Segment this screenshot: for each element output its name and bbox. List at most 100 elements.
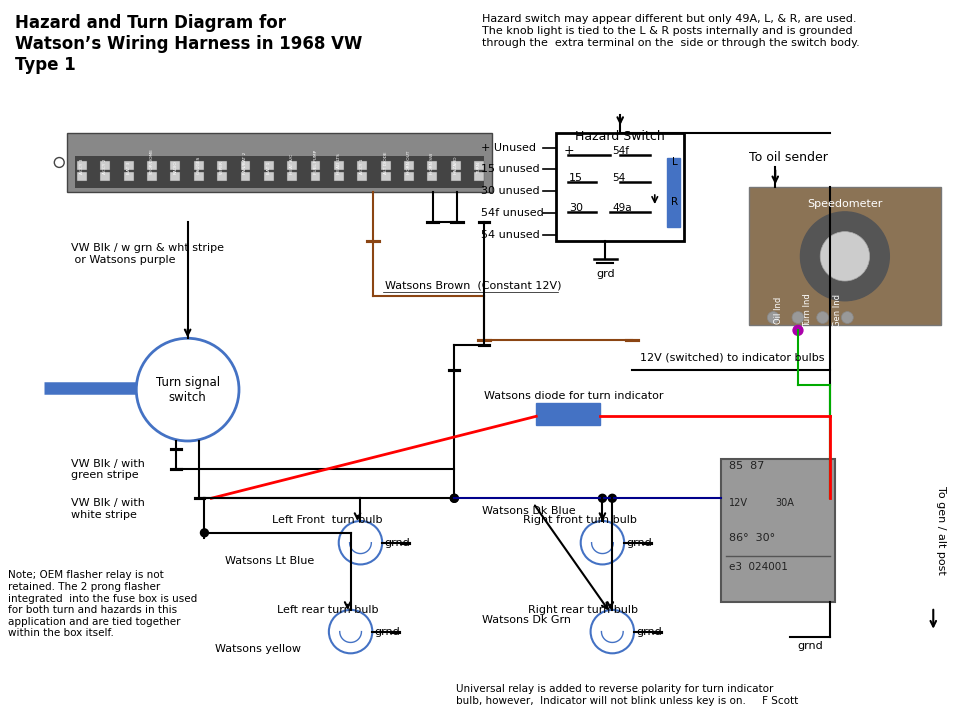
Text: 30A: 30A <box>776 498 794 508</box>
Bar <box>380 172 391 181</box>
Text: Universal relay is added to reverse polarity for turn indicator
bulb, however,  : Universal relay is added to reverse pola… <box>456 684 799 706</box>
Text: Note; OEM flasher relay is not
retained. The 2 prong flasher
integrated  into th: Note; OEM flasher relay is not retained.… <box>8 570 197 639</box>
Text: grnd: grnd <box>636 626 661 636</box>
Circle shape <box>598 495 607 503</box>
Bar <box>241 172 251 181</box>
Text: grnd: grnd <box>384 538 410 548</box>
Text: grnd: grnd <box>626 538 652 548</box>
Bar <box>241 161 251 171</box>
Text: Watsons Dk Blue: Watsons Dk Blue <box>482 506 576 516</box>
Text: e3  024001: e3 024001 <box>729 562 788 572</box>
Text: HORN SW: HORN SW <box>430 153 434 174</box>
Text: 49a: 49a <box>612 203 632 213</box>
Text: grnd: grnd <box>374 626 400 636</box>
Bar <box>357 161 367 171</box>
Bar <box>77 161 87 171</box>
Text: 86°  30°: 86° 30° <box>729 533 775 543</box>
Text: To gen / alt post: To gen / alt post <box>936 486 947 575</box>
Bar <box>264 172 274 181</box>
Text: Turn signal
switch: Turn signal switch <box>156 376 220 404</box>
Circle shape <box>450 495 458 503</box>
Bar <box>217 161 227 171</box>
Bar <box>404 161 414 171</box>
Text: 85  87: 85 87 <box>729 461 764 471</box>
Text: 30 unused: 30 unused <box>481 186 540 196</box>
Text: Watsons diode for turn indicator: Watsons diode for turn indicator <box>484 392 663 402</box>
Text: +: + <box>564 144 574 157</box>
Bar <box>194 161 204 171</box>
Bar <box>147 161 157 171</box>
Bar <box>264 161 274 171</box>
Bar <box>194 172 204 181</box>
Bar <box>311 161 321 171</box>
Text: WIPER: WIPER <box>220 161 224 174</box>
Bar <box>450 161 461 171</box>
Text: 54: 54 <box>612 174 626 184</box>
Text: Hazard and Turn Diagram for
Watson’s Wiring Harness in 1968 VW
Type 1: Hazard and Turn Diagram for Watson’s Wir… <box>14 14 362 74</box>
Circle shape <box>136 338 239 441</box>
Bar <box>171 161 180 171</box>
Bar <box>334 161 344 171</box>
Bar <box>474 161 484 171</box>
Circle shape <box>817 312 828 323</box>
Text: VW Blk / with
green stripe: VW Blk / with green stripe <box>71 459 145 480</box>
Text: Watsons Brown  (Constant 12V): Watsons Brown (Constant 12V) <box>385 281 562 291</box>
Text: 12V (switched) to indicator bulbs: 12V (switched) to indicator bulbs <box>640 353 825 363</box>
Circle shape <box>329 610 372 653</box>
Bar <box>556 133 684 241</box>
Text: Right rear turn bulb: Right rear turn bulb <box>528 605 638 615</box>
Bar <box>67 133 492 192</box>
Text: ACCY 3: ACCY 3 <box>80 159 84 174</box>
Bar <box>474 172 484 181</box>
Bar <box>404 172 414 181</box>
Text: Right front turn bulb: Right front turn bulb <box>523 515 637 525</box>
Text: ALT DIODE: ALT DIODE <box>384 152 388 174</box>
Text: To oil sender: To oil sender <box>749 150 828 163</box>
Circle shape <box>767 312 780 323</box>
Text: BAT 3: BAT 3 <box>127 162 131 174</box>
Circle shape <box>820 232 870 281</box>
Bar <box>124 161 133 171</box>
Circle shape <box>590 610 634 653</box>
Bar <box>749 187 941 325</box>
Circle shape <box>450 495 458 503</box>
Text: HAZARD: HAZARD <box>454 156 458 174</box>
Text: VW Blk / w grn & wht stripe
 or Watsons purple: VW Blk / w grn & wht stripe or Watsons p… <box>71 243 224 265</box>
Bar <box>217 172 227 181</box>
Text: Turn Ind: Turn Ind <box>804 294 812 328</box>
Bar <box>427 172 437 181</box>
Bar <box>171 172 180 181</box>
Text: 12V: 12V <box>729 498 748 508</box>
Circle shape <box>581 521 624 564</box>
Bar <box>357 172 367 181</box>
Text: Gen Ind: Gen Ind <box>833 294 842 327</box>
Bar <box>666 158 681 227</box>
Bar <box>75 156 484 188</box>
Text: ACCY 1: ACCY 1 <box>360 159 364 174</box>
Circle shape <box>792 312 804 323</box>
Bar <box>287 161 297 171</box>
Bar <box>721 459 834 602</box>
Bar <box>334 172 344 181</box>
Bar <box>101 172 110 181</box>
Text: BAT 1: BAT 1 <box>267 162 271 174</box>
Text: Watsons Lt Blue: Watsons Lt Blue <box>226 556 315 565</box>
Text: HORN OUT: HORN OUT <box>407 151 411 174</box>
Text: 54f: 54f <box>612 145 630 156</box>
Text: FUEL PUMP: FUEL PUMP <box>314 150 318 174</box>
Bar <box>311 172 321 181</box>
Text: GAUGES: GAUGES <box>197 156 201 174</box>
Circle shape <box>793 325 803 336</box>
Bar <box>287 172 297 181</box>
Bar <box>77 172 87 181</box>
Text: 15 unused: 15 unused <box>481 164 540 174</box>
Text: VW Blk / with
white stripe: VW Blk / with white stripe <box>71 498 145 520</box>
Text: grd: grd <box>596 269 614 279</box>
Bar <box>427 161 437 171</box>
Text: HEAD LTS: HEAD LTS <box>337 153 341 174</box>
Text: 15: 15 <box>569 174 583 184</box>
Text: 30: 30 <box>569 203 583 213</box>
Circle shape <box>339 521 382 564</box>
Bar <box>101 161 110 171</box>
Text: STOP/DOME: STOP/DOME <box>150 148 154 174</box>
